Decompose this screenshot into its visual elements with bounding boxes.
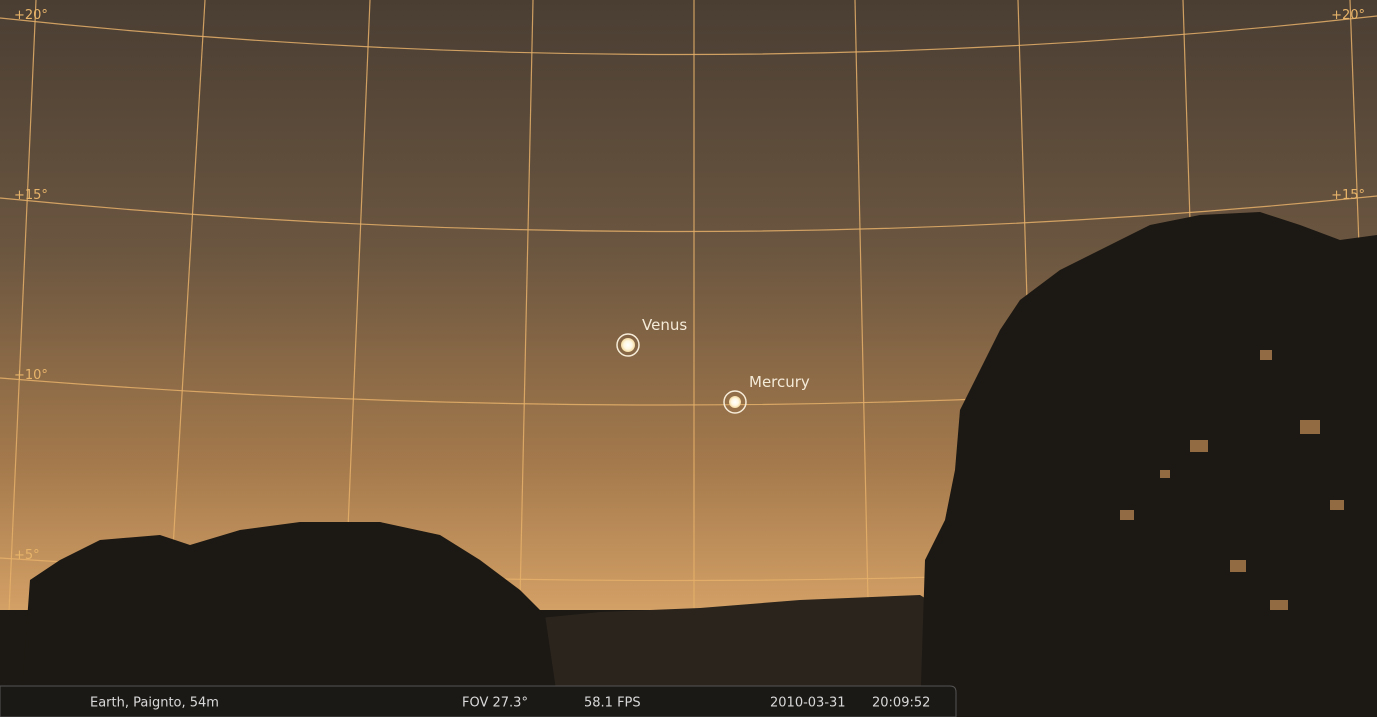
sky-view: +20° +15° +10° +5° +20° +15° Venus Mercu… bbox=[0, 0, 1377, 717]
planet-disk[interactable] bbox=[621, 338, 635, 352]
planet-label[interactable]: Venus bbox=[642, 316, 687, 334]
page: +20° +15° +10° +5° +20° +15° Venus Mercu… bbox=[0, 0, 1377, 717]
altitude-label: +20° bbox=[14, 8, 48, 23]
time: 20:09:52 bbox=[872, 696, 930, 711]
altitude-label: +10° bbox=[14, 368, 48, 383]
date: 2010-03-31 bbox=[770, 696, 846, 711]
fov: FOV 27.3° bbox=[462, 696, 528, 711]
planet-label[interactable]: Mercury bbox=[749, 373, 810, 391]
altitude-label: +15° bbox=[1331, 188, 1365, 203]
status-bar: Earth, Paignto, 54m FOV 27.3° 58.1 FPS 2… bbox=[0, 686, 956, 717]
fps: 58.1 FPS bbox=[584, 696, 641, 711]
altitude-label: +15° bbox=[14, 188, 48, 203]
altitude-label: +5° bbox=[14, 548, 40, 563]
altitude-label: +20° bbox=[1331, 8, 1365, 23]
planet-disk[interactable] bbox=[729, 396, 741, 408]
location: Earth, Paignto, 54m bbox=[90, 696, 219, 711]
